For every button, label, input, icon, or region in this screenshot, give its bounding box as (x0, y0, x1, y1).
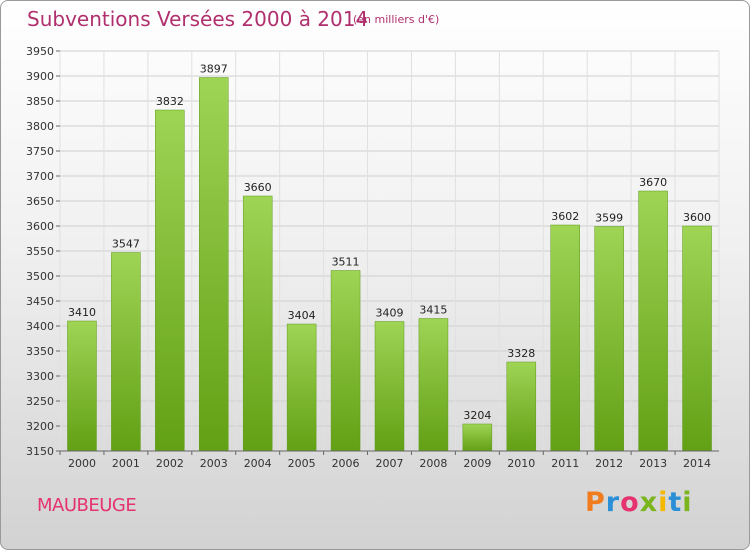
y-tick-label: 3400 (26, 320, 54, 333)
y-tick-label: 3750 (26, 145, 54, 158)
bar-2014 (682, 225, 712, 452)
x-axis-ticks: 2000 2001 2002 2003 2004 2005 2006 2007 2008 2009… (59, 451, 711, 470)
y-tick-label: 3800 (26, 120, 54, 133)
bars (67, 77, 712, 452)
y-tick-label: 3250 (26, 395, 54, 408)
bar-2012 (594, 226, 624, 452)
x-tick-label-2003: 2003 (200, 457, 228, 470)
value-label-2003: 3897 (200, 63, 228, 76)
x-tick-label-2013: 2013 (639, 457, 667, 470)
value-label-2010: 3328 (507, 347, 535, 360)
logo-letter: i (658, 487, 669, 518)
y-tick-label: 3950 (26, 45, 54, 58)
value-label-2002: 3832 (156, 95, 184, 108)
y-tick-label: 3850 (26, 95, 54, 108)
value-label-2009: 3204 (463, 409, 491, 422)
value-label-2012: 3599 (595, 212, 623, 225)
y-tick-label: 3300 (26, 370, 54, 383)
value-label-2006: 3511 (332, 256, 360, 269)
logo-letter: r (605, 487, 621, 518)
value-label-2004: 3660 (244, 181, 272, 194)
bar-2013 (638, 190, 668, 452)
x-tick-label-2011: 2011 (551, 457, 579, 470)
y-tick-label: 3900 (26, 70, 54, 83)
bar-2011 (550, 224, 580, 452)
x-tick-label-2009: 2009 (463, 457, 491, 470)
value-label-2014: 3600 (683, 211, 711, 224)
bar-2000 (67, 320, 97, 452)
x-tick-label-2000: 2000 (68, 457, 96, 470)
chart-title: Subventions Versées 2000 à 2014 (27, 7, 369, 31)
y-tick-label: 3350 (26, 345, 54, 358)
x-tick-label-2007: 2007 (376, 457, 404, 470)
bar-2008 (418, 318, 449, 452)
x-tick-label-2001: 2001 (112, 457, 140, 470)
x-tick-label-2005: 2005 (288, 457, 316, 470)
logo-letter: o (620, 487, 640, 518)
value-labels: 3410 3547 3832 3897 3660 3404 3511 3409 3415 3204… (68, 63, 711, 423)
bar-2003 (199, 77, 229, 452)
bar-2001 (111, 252, 141, 452)
bar-2006 (330, 270, 361, 452)
y-tick-label: 3700 (26, 170, 54, 183)
x-tick-label-2010: 2010 (507, 457, 535, 470)
value-label-2005: 3404 (288, 309, 316, 322)
bar-2002 (155, 109, 185, 452)
x-tick-label-2002: 2002 (156, 457, 184, 470)
commune-name: MAUBEUGE (37, 495, 137, 516)
logo-letter: i (682, 487, 693, 518)
x-tick-label-2008: 2008 (419, 457, 447, 470)
x-tick-label-2014: 2014 (683, 457, 711, 470)
value-label-2013: 3670 (639, 176, 667, 189)
logo-letter: P (585, 487, 606, 518)
x-tick-label-2004: 2004 (244, 457, 272, 470)
y-tick-label: 3500 (26, 270, 54, 283)
value-label-2008: 3415 (419, 304, 447, 317)
x-tick-label-2006: 2006 (332, 457, 360, 470)
bar-2007 (374, 321, 405, 452)
proxiti-logo: Proxiti (585, 487, 693, 518)
bar-2009 (462, 423, 493, 452)
y-tick-label: 3450 (26, 295, 54, 308)
value-label-2000: 3410 (68, 306, 96, 319)
y-tick-label: 3550 (26, 245, 54, 258)
x-tick-label-2012: 2012 (595, 457, 623, 470)
value-label-2007: 3409 (376, 307, 404, 320)
logo-letter: t (668, 487, 683, 518)
y-tick-label: 3650 (26, 195, 54, 208)
logo-letter: x (639, 487, 659, 518)
y-tick-label: 3600 (26, 220, 54, 233)
chart-subtitle: (en milliers d'€) (353, 13, 440, 26)
value-label-2011: 3602 (551, 210, 579, 223)
value-label-2001: 3547 (112, 238, 140, 251)
bar-2005 (286, 323, 317, 452)
y-tick-label: 3150 (26, 445, 54, 458)
bar-2004 (242, 195, 273, 452)
y-tick-label: 3200 (26, 420, 54, 433)
bar-2010 (506, 361, 537, 452)
y-axis-ticks: 3150 3200 3250 3300 3350 3400 3450 3500 3550 3600… (26, 45, 60, 458)
